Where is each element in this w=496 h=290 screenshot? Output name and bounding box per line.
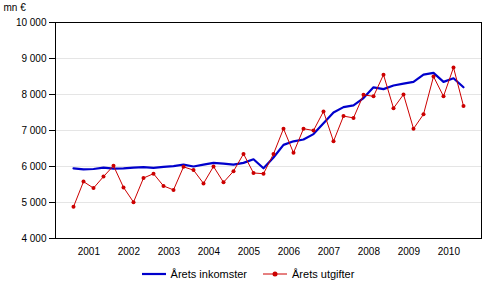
svg-text:8 000: 8 000 xyxy=(21,89,46,100)
svg-text:4 000: 4 000 xyxy=(21,233,46,244)
svg-text:2004: 2004 xyxy=(198,246,221,257)
svg-text:2009: 2009 xyxy=(398,246,421,257)
html-text:Årets utgifter: Årets utgifter xyxy=(292,268,355,280)
svg-text:2001: 2001 xyxy=(78,246,101,257)
svg-text:2010: 2010 xyxy=(438,246,461,257)
svg-text:2007: 2007 xyxy=(318,246,341,257)
svg-text:6 000: 6 000 xyxy=(21,161,46,172)
svg-text:2003: 2003 xyxy=(158,246,181,257)
svg-text:9 000: 9 000 xyxy=(21,53,46,64)
svg-text:2008: 2008 xyxy=(358,246,381,257)
svg-text:7 000: 7 000 xyxy=(21,125,46,136)
svg-text:2005: 2005 xyxy=(238,246,261,257)
html-text:Årets inkomster: Årets inkomster xyxy=(170,268,247,280)
svg-text:2002: 2002 xyxy=(118,246,141,257)
svg-text:2006: 2006 xyxy=(278,246,301,257)
svg-text:mn €: mn € xyxy=(4,2,27,13)
svg-text:10 000: 10 000 xyxy=(16,17,47,28)
svg-text:5 000: 5 000 xyxy=(21,197,46,208)
